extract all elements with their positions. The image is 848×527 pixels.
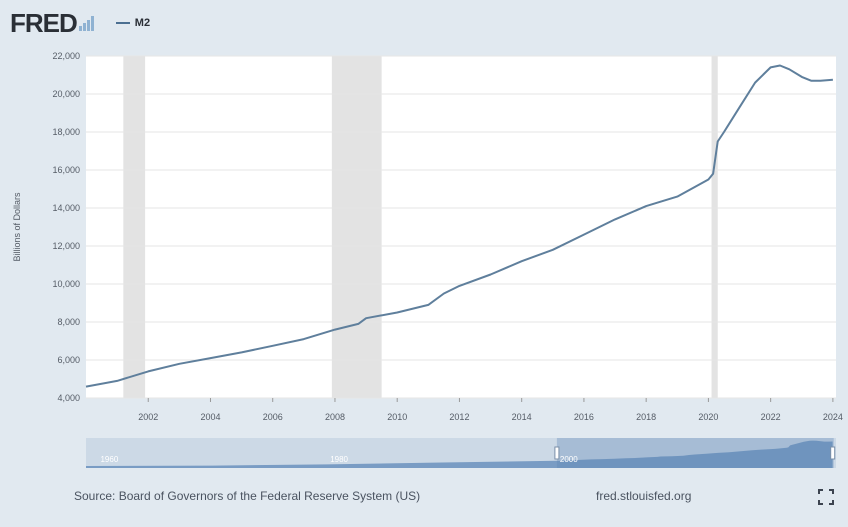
x-tick-label-5: 2012 — [449, 412, 469, 422]
y-tick-label-6: 16,000 — [52, 165, 80, 175]
x-tick-label-8: 2018 — [636, 412, 656, 422]
x-tick-label-9: 2020 — [698, 412, 718, 422]
y-axis-label: Billions of Dollars — [12, 192, 22, 262]
recession-band-2 — [711, 56, 718, 398]
x-tick-label-7: 2016 — [574, 412, 594, 422]
plot-area — [86, 56, 836, 398]
x-tick-label-4: 2010 — [387, 412, 407, 422]
y-tick-label-5: 14,000 — [52, 203, 80, 213]
x-tick-label-2: 2006 — [263, 412, 283, 422]
x-tick-label-11: 2024 — [823, 412, 843, 422]
navigator-area — [86, 440, 833, 468]
series-line-0 — [85, 64, 833, 388]
x-tick-label-1: 2004 — [200, 412, 220, 422]
x-tick-label-6: 2014 — [512, 412, 532, 422]
navigator-label-0: 1960 — [100, 455, 118, 464]
navigator-handle-left[interactable] — [554, 446, 560, 460]
fullscreen-icon[interactable] — [818, 489, 834, 505]
y-tick-label-3: 10,000 — [52, 279, 80, 289]
legend[interactable]: M2 — [115, 17, 151, 29]
navigator-label-1: 1980 — [330, 455, 348, 464]
y-tick-label-7: 18,000 — [52, 127, 80, 137]
legend-swatch — [115, 22, 130, 24]
navigator-label-2: 2000 — [560, 455, 578, 464]
x-tick-label-0: 2002 — [138, 412, 158, 422]
x-tick-label-10: 2022 — [761, 412, 781, 422]
navigator-selection — [556, 438, 834, 468]
y-tick-label-4: 12,000 — [52, 241, 80, 251]
x-tick-label-3: 2008 — [325, 412, 345, 422]
y-tick-label-2: 8,000 — [57, 317, 80, 327]
y-tick-label-8: 20,000 — [52, 89, 80, 99]
fred-logo[interactable]: FRED — [10, 7, 78, 38]
legend-label: M2 — [134, 17, 151, 29]
y-tick-label-9: 22,000 — [52, 51, 80, 61]
source-note: Source: Board of Governors of the Federa… — [74, 489, 421, 503]
navigator-handle-right[interactable] — [830, 446, 836, 460]
y-tick-label-0: 4,000 — [57, 393, 80, 403]
y-tick-label-1: 6,000 — [57, 355, 80, 365]
header: FRED M2 — [10, 8, 150, 38]
recession-band-0 — [123, 56, 146, 398]
fred-logo-bars-icon — [78, 15, 94, 31]
recession-band-1 — [331, 56, 382, 398]
source-link[interactable]: fred.stlouisfed.org — [596, 489, 692, 503]
